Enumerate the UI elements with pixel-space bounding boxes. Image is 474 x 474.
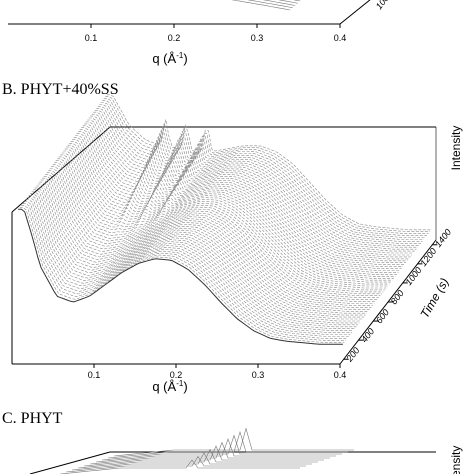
- panel-b-x-axis-label: q (Å-1): [152, 379, 187, 394]
- panel-b-curve: [94, 110, 420, 246]
- panel-b-curve: [19, 207, 345, 343]
- panel-a-x-axis-label: q (Å-1): [152, 51, 187, 66]
- panel-b-x-tick-label: 0.2: [170, 370, 183, 380]
- panel-b-time-axis-label: Time (s): [418, 275, 452, 320]
- panel-a-x-tick-label: 0.1: [85, 33, 98, 43]
- panel-b-curve: [36, 185, 361, 322]
- panel-b-curves: [18, 94, 432, 345]
- panel-b-curve: [42, 177, 367, 314]
- panel-c-title: C. PHYT: [2, 410, 63, 427]
- panel-c-curve: [113, 427, 354, 457]
- panel-b-curve: [70, 141, 396, 277]
- panel-b-time-tick-label: 600: [374, 307, 391, 325]
- panel-b-curve: [33, 189, 358, 326]
- panel-c-curve: [59, 459, 300, 474]
- panel-b-curve: [90, 115, 415, 252]
- panel-b-time-tick-label: 1000: [403, 265, 423, 287]
- panel-b-curve: [22, 203, 348, 339]
- panel-b-curve: [51, 166, 376, 302]
- panel-b-curve: [88, 117, 414, 254]
- panel-b-z-axis-label: Intensity: [449, 126, 463, 171]
- panel-b-curve: [40, 179, 366, 316]
- panel-a-curve: [262, 0, 296, 6]
- panel-c-curve: [107, 430, 348, 459]
- panel-b-curve: [103, 98, 429, 234]
- panel-b-curve: [45, 174, 370, 310]
- panel-a-curves: [231, 0, 301, 11]
- panel-c-z-axis-label: Intensity: [449, 446, 463, 474]
- panel-b-x-tick-label: 0.4: [334, 370, 347, 380]
- panel-b-curve: [78, 131, 403, 267]
- panel-b-curve: [75, 135, 400, 271]
- panel-c-curves: [59, 427, 354, 474]
- panel-a-x-tick-label: 0.4: [334, 33, 347, 43]
- panel-b-curve: [76, 133, 402, 269]
- panel-c-curve: [83, 445, 324, 467]
- panel-b-curve: [73, 137, 399, 273]
- panel-b-curve: [81, 127, 406, 263]
- panel-b-curve: [37, 183, 363, 320]
- panel-a-x-tick-label: 0.3: [251, 33, 264, 43]
- panel-b-curve: [57, 158, 382, 295]
- panel-b-curve: [61, 152, 387, 289]
- panel-b-curve: [49, 168, 375, 304]
- panel-b-time-tick-label: 400: [359, 326, 376, 344]
- panel-b-curve: [18, 208, 343, 345]
- panel-b-curve: [69, 143, 394, 279]
- panel-c: C. PHYT Intensity: [2, 410, 463, 474]
- panel-a-x-ticks: 0.1 0.2 0.3 0.4: [85, 24, 347, 43]
- panel-b-curve: [106, 94, 432, 231]
- panel-b-time-tick-label: 800: [389, 288, 406, 306]
- panel-b-curve: [60, 154, 385, 291]
- panel-b-curve: [58, 156, 384, 293]
- panel-b-curve: [31, 191, 357, 328]
- panel-a-time-axis: [339, 0, 371, 25]
- panel-b-curve: [39, 181, 364, 318]
- panel-a-x-tick-label: 0.2: [168, 33, 181, 43]
- panel-a: 0.1 0.2 0.3 0.4 1000 q (Å-1): [8, 0, 394, 66]
- panel-b-curve: [64, 148, 390, 285]
- panel-b: B. PHYT+40%SS 0.1 0.2 0.3 0.4 2004006008001…: [2, 81, 463, 394]
- panel-b-curve: [46, 172, 372, 308]
- panel-b-x-tick-label: 0.3: [252, 370, 265, 380]
- panel-c-left-top-edge: [29, 451, 111, 474]
- panel-c-curve: [95, 438, 336, 463]
- panel-c-curve: [77, 448, 318, 469]
- panel-b-curve: [91, 113, 417, 250]
- panel-b-curve: [30, 193, 355, 329]
- panel-b-curve: [34, 187, 360, 324]
- panel-b-curve: [52, 164, 378, 300]
- panel-b-curve: [63, 150, 388, 287]
- panel-b-curve: [25, 199, 351, 335]
- panel-a-curve: [247, 0, 293, 9]
- panel-b-curve: [43, 176, 369, 312]
- panel-a-curve: [231, 0, 291, 11]
- panel-c-curve: [89, 441, 330, 465]
- panel-b-curve: [48, 170, 373, 306]
- panel-b-curve: [72, 139, 397, 275]
- panel-b-curve: [27, 197, 352, 333]
- panel-b-curve: [21, 205, 346, 341]
- panel-b-curve: [24, 201, 349, 337]
- panel-b-title: B. PHYT+40%SS: [2, 81, 119, 98]
- panel-c-curve: [101, 434, 342, 461]
- panel-b-curve: [93, 111, 418, 248]
- panel-c-curve: [65, 455, 306, 473]
- panel-b-time-tick-label: 1200: [418, 246, 438, 268]
- panel-b-curve: [28, 195, 354, 331]
- panel-a-time-tick-label: 1000: [374, 0, 394, 11]
- panel-b-curve: [55, 160, 381, 296]
- panel-b-curve: [79, 129, 405, 265]
- panel-b-curve: [66, 146, 391, 283]
- panel-c-curve: [71, 452, 312, 471]
- panel-b-curve: [105, 96, 430, 232]
- panel-b-curve: [54, 162, 379, 298]
- panel-b-x-tick-label: 0.1: [88, 370, 101, 380]
- panel-b-x-ticks: 0.1 0.2 0.3 0.4: [88, 364, 347, 380]
- panel-b-time-tick-label: 200: [344, 345, 362, 364]
